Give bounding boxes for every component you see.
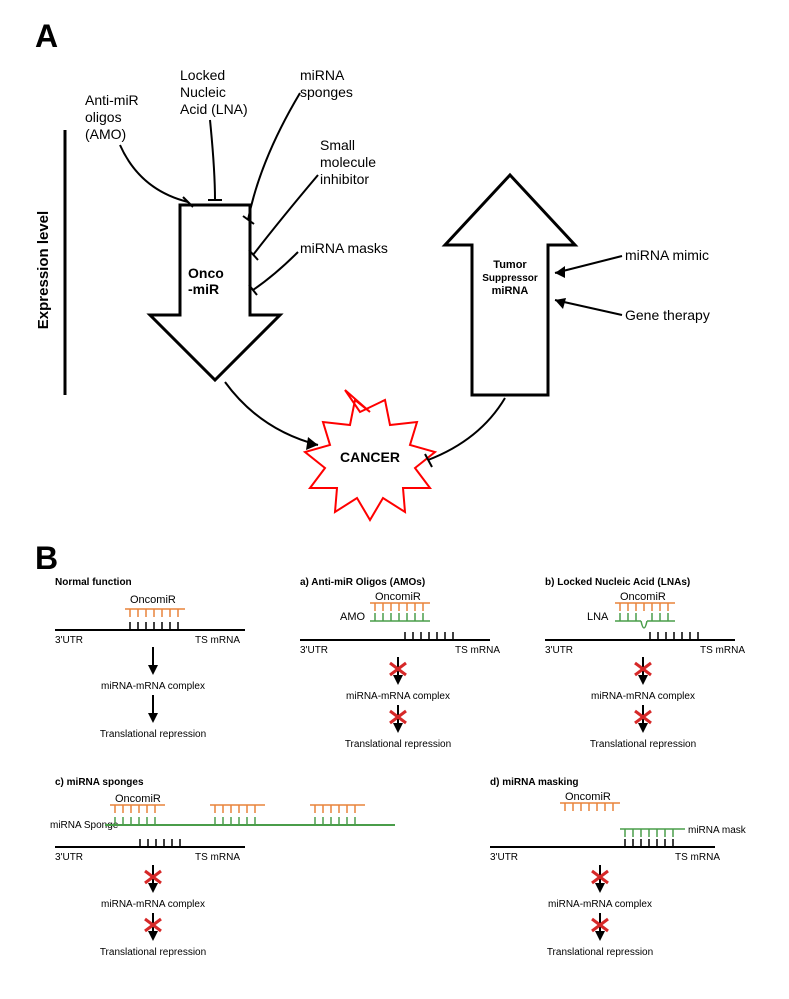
normal-tsmrna: TS mRNA [195, 635, 240, 646]
diagram-svg: Expression level Onco -miR Tumor Suppres… [0, 0, 789, 999]
genetherapy-arrow [555, 300, 622, 315]
amo-amo-label: AMO [340, 611, 366, 623]
normal-repression: Translational repression [100, 729, 206, 740]
ts-to-cancer [428, 398, 505, 460]
lna-binding-site [650, 632, 698, 640]
cancer-starburst: CANCER [305, 390, 435, 520]
lna-title: b) Locked Nucleic Acid (LNAs) [545, 577, 690, 588]
sponges-l2: sponges [300, 84, 353, 100]
masking-oncomir: OncomiR [565, 791, 611, 803]
amo-l2: oligos [85, 109, 122, 125]
ts-label2: Suppressor [482, 273, 538, 284]
normal-oncomir: OncomiR [130, 594, 176, 606]
smallmol-l3: inhibitor [320, 171, 369, 187]
amo-binding-site [405, 632, 453, 640]
lna-utr: 3'UTR [545, 645, 573, 656]
normal-complex: miRNA-mRNA complex [101, 681, 205, 692]
mimic-label: miRNA mimic [625, 247, 709, 263]
normal-binding-site [130, 622, 178, 630]
mimic-arrow [555, 256, 622, 273]
masking-oncomir-shape [560, 803, 620, 811]
lna-oncomir: OncomiR [620, 591, 666, 603]
amo-repression: Translational repression [345, 739, 451, 750]
amo-green-shape [370, 613, 430, 621]
masking-utr: 3'UTR [490, 852, 518, 863]
lna-group: b) Locked Nucleic Acid (LNAs) OncomiR LN… [545, 577, 745, 750]
sponge-oncomir-2 [210, 805, 265, 813]
sponges-repression: Translational repression [100, 947, 206, 958]
normal-arrow2-head [148, 713, 158, 723]
sponges-l1: miRNA [300, 67, 345, 83]
sponges-group: c) miRNA sponges OncomiR miRNA Sponge [50, 777, 395, 958]
masking-tsmrna: TS mRNA [675, 852, 720, 863]
smallmol-l2: molecule [320, 154, 376, 170]
normal-title: Normal function [55, 577, 132, 588]
sponges-title: c) miRNA sponges [55, 777, 144, 788]
masking-binding-site [625, 839, 673, 847]
masks-curve [253, 252, 298, 290]
ts-label1: Tumor [493, 259, 527, 271]
masking-arrow2-head [595, 931, 605, 941]
masking-group: d) miRNA masking OncomiR miRNA mask 3'UT… [490, 777, 747, 958]
sponges-oncomir: OncomiR [115, 793, 161, 805]
amo-utr: 3'UTR [300, 645, 328, 656]
lna-arrow2-head [638, 723, 648, 733]
amo-group: a) Anti-miR Oligos (AMOs) OncomiR AMO 3'… [300, 577, 500, 750]
sponges-tsmrna: TS mRNA [195, 852, 240, 863]
smallmol-l1: Small [320, 137, 355, 153]
amo-tsmrna: TS mRNA [455, 645, 500, 656]
masking-repression: Translational repression [547, 947, 653, 958]
lna-l2: Nucleic [180, 84, 226, 100]
normal-utr: 3'UTR [55, 635, 83, 646]
genetherapy-label: Gene therapy [625, 307, 710, 323]
sponges-complex: miRNA-mRNA complex [101, 899, 205, 910]
mask-label: miRNA mask [688, 825, 747, 836]
expression-axis-label: Expression level [35, 211, 52, 329]
amo-oncomir: OncomiR [375, 591, 421, 603]
masking-arrow1-head [595, 883, 605, 893]
sponge-oncomir-3 [310, 805, 365, 813]
oncomir-down-arrow: Onco -miR [150, 205, 280, 380]
masking-complex: miRNA-mRNA complex [548, 899, 652, 910]
lna-curve [210, 120, 215, 200]
amo-complex: miRNA-mRNA complex [346, 691, 450, 702]
mask-green-shape [620, 829, 685, 837]
normal-arrow1-head [148, 665, 158, 675]
oncomir-label1: Onco [188, 265, 224, 281]
sponge-oncomir-1 [110, 805, 165, 813]
lna-complex: miRNA-mRNA complex [591, 691, 695, 702]
lna-l1: Locked [180, 67, 225, 83]
masks-label: miRNA masks [300, 240, 388, 256]
sponges-binding-site [140, 839, 180, 847]
sponges-arrow1-head [148, 883, 158, 893]
sponges-arrow2-head [148, 931, 158, 941]
amo-l1: Anti-miR [85, 92, 139, 108]
sponges-curve [248, 93, 300, 220]
amo-arrow1-head [393, 675, 403, 685]
lna-arrow1-head [638, 675, 648, 685]
ts-label3: miRNA [492, 285, 529, 297]
lna-oncomir-shape [615, 603, 675, 611]
amo-curve [120, 145, 188, 202]
sponges-utr: 3'UTR [55, 852, 83, 863]
lna-tsmrna: TS mRNA [700, 645, 745, 656]
masking-title: d) miRNA masking [490, 777, 579, 788]
normal-oncomir-shape [125, 609, 185, 617]
lna-green-shape [615, 613, 675, 628]
mimic-arrowhead [555, 266, 565, 278]
sponge-sites [115, 817, 355, 825]
cancer-label: CANCER [340, 449, 400, 465]
normal-function-group: Normal function OncomiR 3'UTR TS mRNA mi… [55, 577, 245, 740]
tumor-suppressor-up-arrow: Tumor Suppressor miRNA [445, 175, 575, 395]
lna-repression: Translational repression [590, 739, 696, 750]
amo-l3: (AMO) [85, 126, 126, 142]
amo-oncomir-shape [370, 603, 430, 611]
amo-title: a) Anti-miR Oligos (AMOs) [300, 577, 425, 588]
lna-l3: Acid (LNA) [180, 101, 248, 117]
amo-arrow2-head [393, 723, 403, 733]
lna-lna-label: LNA [587, 611, 609, 623]
oncomir-to-cancer [225, 382, 318, 445]
oncomir-label2: -miR [188, 281, 219, 297]
